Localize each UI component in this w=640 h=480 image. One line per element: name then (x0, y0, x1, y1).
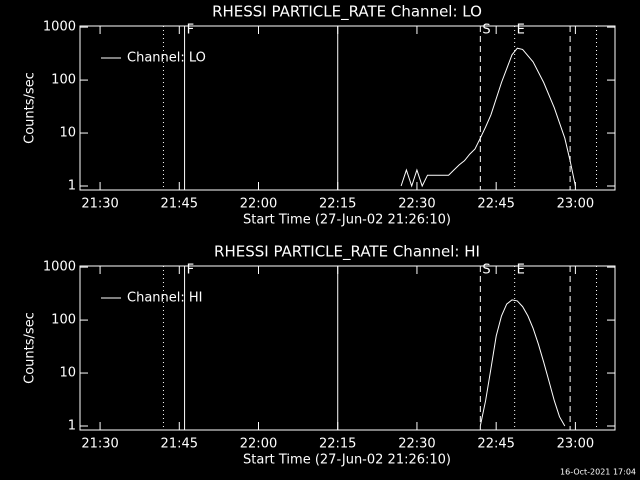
y-tick-label: 10 (59, 126, 76, 141)
marker-label: E (517, 263, 525, 278)
x-tick-label: 22:30 (398, 197, 435, 212)
y-tick-label: 1 (68, 178, 76, 193)
marker-label: F (187, 23, 194, 38)
x-tick-label: 21:30 (81, 197, 118, 212)
x-tick-label: 22:15 (319, 197, 356, 212)
y-tick-label: 1000 (43, 20, 76, 35)
chart-title: RHESSI PARTICLE_RATE Channel: HI (214, 243, 480, 262)
data-line (400, 47, 576, 188)
x-tick-label: 22:00 (240, 437, 277, 452)
legend-label: Channel: HI (127, 291, 203, 306)
marker-label: S (482, 23, 490, 38)
plot-frame (79, 265, 616, 431)
x-tick-label: 22:45 (477, 437, 514, 452)
x-tick-label: 23:00 (557, 197, 594, 212)
x-tick-label: 21:45 (161, 437, 198, 452)
y-tick-label: 100 (51, 73, 76, 88)
x-axis-label: Start Time (27-Jun-02 21:26:10) (243, 213, 451, 228)
x-tick-label: 21:30 (81, 437, 118, 452)
marker-label: S (482, 263, 490, 278)
x-tick-label: 22:15 (319, 437, 356, 452)
y-tick-label: 100 (51, 313, 76, 328)
x-tick-label: 22:00 (240, 197, 277, 212)
legend-label: Channel: LO (127, 51, 206, 66)
chart-title: RHESSI PARTICLE_RATE Channel: LO (212, 3, 482, 22)
x-tick-label: 21:45 (161, 197, 198, 212)
y-tick-label: 1 (68, 418, 76, 433)
y-axis-label: Counts/sec (23, 72, 38, 144)
x-tick-label: 23:00 (557, 437, 594, 452)
x-tick-label: 22:30 (398, 437, 435, 452)
marker-label: E (517, 23, 525, 38)
y-axis-label: Counts/sec (23, 312, 38, 384)
y-tick-label: 1000 (43, 260, 76, 275)
footer: 16-Oct-2021 17:04 (560, 468, 636, 477)
x-tick-label: 22:45 (477, 197, 514, 212)
marker-label: F (187, 263, 194, 278)
y-tick-label: 10 (59, 366, 76, 381)
x-axis-label: Start Time (27-Jun-02 21:26:10) (243, 453, 451, 468)
data-line (479, 299, 566, 427)
plot-frame (79, 25, 616, 191)
